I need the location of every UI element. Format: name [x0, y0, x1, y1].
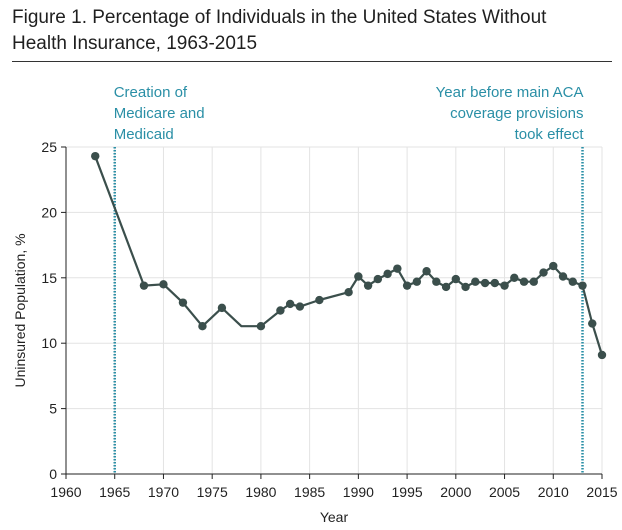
data-point: [402, 281, 412, 290]
x-tick-label: 2010: [538, 484, 569, 500]
y-tick-label: 15: [41, 270, 57, 286]
annotation-text-line: Medicaid: [114, 126, 174, 143]
data-point: [363, 281, 373, 290]
annotation-text-line: Medicare and: [114, 105, 205, 122]
data-point: [529, 277, 538, 286]
data-point: [344, 287, 353, 297]
series-line: [94, 155, 604, 356]
x-tick-label: 1995: [392, 484, 423, 500]
data-point: [383, 269, 392, 279]
data-point: [441, 282, 451, 292]
x-tick-label: 1990: [343, 484, 374, 500]
data-point: [285, 299, 295, 309]
data-point: [490, 278, 499, 288]
data-point: [159, 280, 168, 289]
figure-title-line-2: Health Insurance, 1963-2015: [12, 33, 258, 54]
axis-labels: 1960 1965 1970 1975 1980 1985 1990 1995 2000 2005…: [12, 139, 618, 525]
annotation-text-line: took effect: [515, 126, 585, 143]
data-point: [354, 272, 363, 281]
x-tick-label: 1960: [50, 484, 81, 500]
data-point: [315, 295, 324, 305]
data-series: [91, 151, 607, 360]
title-divider: [12, 61, 612, 62]
data-point: [558, 272, 568, 281]
x-tick-label: 1975: [197, 484, 228, 500]
data-point: [373, 274, 383, 284]
data-point: [519, 277, 529, 286]
data-point: [393, 264, 402, 273]
grid-lines: [66, 146, 603, 474]
axes: [61, 146, 603, 479]
data-point: [480, 278, 490, 288]
data-point: [539, 268, 548, 277]
y-tick-label: 10: [41, 335, 57, 351]
data-point: [510, 273, 519, 282]
data-point: [91, 151, 100, 161]
data-point: [217, 303, 227, 313]
data-point: [549, 261, 558, 271]
data-point: [178, 298, 188, 307]
data-point: [276, 306, 285, 315]
annotation-lines: [113, 147, 584, 474]
data-point: [568, 277, 577, 286]
y-tick-label: 25: [41, 139, 57, 155]
data-point: [597, 350, 607, 360]
y-tick-label: 0: [49, 466, 57, 482]
y-tick-label: 20: [41, 204, 57, 220]
data-point: [471, 277, 480, 286]
x-tick-label: 1970: [148, 484, 179, 500]
data-point: [295, 302, 305, 311]
data-point: [432, 277, 441, 286]
annotation-text-line: Year before main ACA: [436, 84, 584, 101]
x-tick-label: 1965: [99, 484, 130, 500]
data-point: [461, 282, 470, 292]
data-point: [412, 277, 422, 286]
annotation-text: Creation of Medicare and Medicaid Year befo…: [114, 84, 585, 143]
data-point: [198, 321, 207, 331]
data-point: [451, 274, 461, 284]
data-point: [588, 319, 597, 328]
x-tick-label: 1980: [245, 484, 276, 500]
y-tick-label: 5: [49, 401, 57, 417]
y-axis-label: Uninsured Population, %: [12, 233, 28, 387]
annotation-text-line: coverage provisions: [450, 105, 583, 122]
x-axis-label: Year: [320, 509, 349, 525]
x-tick-label: 2000: [440, 484, 471, 500]
x-tick-label: 1985: [294, 484, 325, 500]
annotation-text-line: Creation of: [114, 84, 188, 101]
data-point: [422, 267, 431, 276]
figure-title: Figure 1. Percentage of Individuals in t…: [12, 5, 612, 57]
x-tick-label: 2015: [586, 484, 617, 500]
x-tick-label: 2005: [489, 484, 520, 500]
figure-title-line-1: Figure 1. Percentage of Individuals in t…: [12, 7, 547, 28]
data-point: [256, 321, 266, 331]
data-point: [578, 281, 587, 290]
data-point: [500, 281, 509, 290]
data-point: [139, 281, 149, 290]
